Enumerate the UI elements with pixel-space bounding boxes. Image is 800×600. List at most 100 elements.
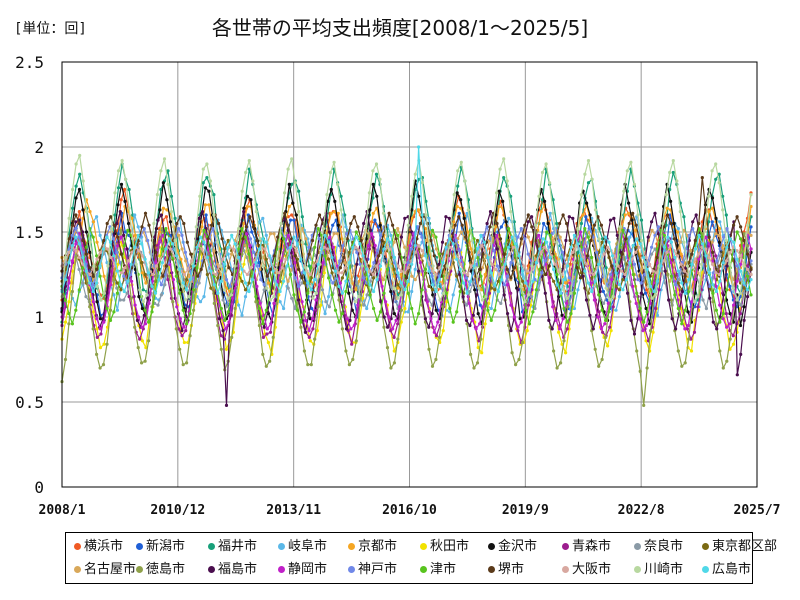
data-point (676, 227, 680, 231)
data-point (644, 255, 648, 260)
data-point (617, 288, 622, 292)
data-point (392, 349, 396, 353)
data-point (588, 225, 592, 229)
data-point (63, 320, 68, 324)
data-point (423, 267, 428, 271)
data-point (745, 274, 750, 278)
data-point (420, 213, 424, 217)
data-point (654, 293, 658, 297)
data-point (251, 225, 255, 229)
data-point (641, 329, 645, 333)
data-point (63, 278, 68, 282)
data-point (565, 296, 569, 300)
data-point (207, 203, 211, 207)
data-point (718, 247, 722, 251)
data-point (725, 288, 729, 292)
data-point (516, 325, 520, 329)
data-point (585, 262, 589, 266)
data-point (116, 169, 121, 173)
data-point (95, 267, 99, 271)
data-point (567, 276, 571, 280)
data-point (596, 215, 600, 219)
legend-item: 徳島市 (136, 560, 185, 580)
data-point (186, 267, 190, 271)
data-point (353, 300, 357, 304)
data-point (479, 337, 483, 341)
data-point (148, 261, 152, 265)
data-point (600, 247, 604, 251)
data-point (189, 252, 193, 256)
data-point (350, 288, 354, 292)
data-point (95, 300, 99, 304)
data-point (109, 227, 114, 231)
data-point (603, 322, 607, 326)
data-point (179, 288, 183, 292)
data-point (694, 247, 698, 251)
data-point (374, 172, 379, 176)
data-point (503, 247, 507, 251)
data-point (242, 206, 246, 210)
data-point (198, 300, 203, 304)
plot-frame (61, 61, 758, 488)
data-point (385, 346, 390, 350)
data-point (109, 255, 113, 260)
data-point (324, 300, 328, 304)
legend-marker (562, 565, 569, 573)
data-point (534, 288, 538, 292)
data-point (530, 288, 534, 292)
data-point (314, 223, 318, 227)
data-point (745, 244, 750, 248)
data-point (136, 346, 140, 350)
data-point (77, 288, 81, 292)
data-point (565, 301, 569, 305)
data-point (630, 257, 634, 261)
data-point (140, 325, 144, 329)
data-point (725, 325, 729, 329)
data-point (711, 291, 715, 295)
data-point (251, 179, 255, 183)
data-point (624, 237, 628, 241)
data-point (749, 267, 753, 271)
data-point (133, 325, 137, 329)
data-point (445, 264, 449, 268)
data-point (81, 266, 85, 270)
data-point (323, 233, 327, 237)
data-point (384, 300, 388, 304)
data-point (105, 235, 109, 239)
legend-label: 川崎市 (644, 562, 684, 577)
legend-item: 新潟市 (136, 537, 185, 557)
data-point (438, 266, 442, 270)
data-point (561, 317, 565, 321)
data-point (161, 206, 165, 210)
data-point (358, 242, 362, 246)
legend-item: 神戸市 (348, 560, 397, 580)
data-point (606, 250, 610, 254)
data-point (265, 332, 269, 336)
data-point (259, 278, 263, 282)
data-point (425, 300, 429, 304)
data-point (140, 306, 144, 311)
data-point (299, 325, 303, 329)
data-point (354, 230, 358, 234)
data-point (302, 271, 306, 275)
data-point (462, 281, 466, 285)
data-point (195, 266, 199, 270)
data-point (479, 274, 483, 278)
data-point (261, 237, 265, 241)
data-point (676, 349, 680, 353)
data-point (116, 203, 120, 207)
data-point (202, 240, 206, 244)
data-point (362, 276, 366, 280)
data-point (714, 322, 719, 326)
data-point (95, 335, 99, 339)
legend-marker (488, 542, 495, 550)
data-point (266, 340, 270, 345)
data-point (638, 259, 642, 263)
data-point (482, 240, 486, 244)
data-point (673, 293, 677, 297)
data-point (739, 237, 743, 241)
data-point (271, 335, 275, 339)
data-point (299, 257, 303, 261)
data-point (307, 245, 311, 249)
data-point (565, 221, 569, 226)
